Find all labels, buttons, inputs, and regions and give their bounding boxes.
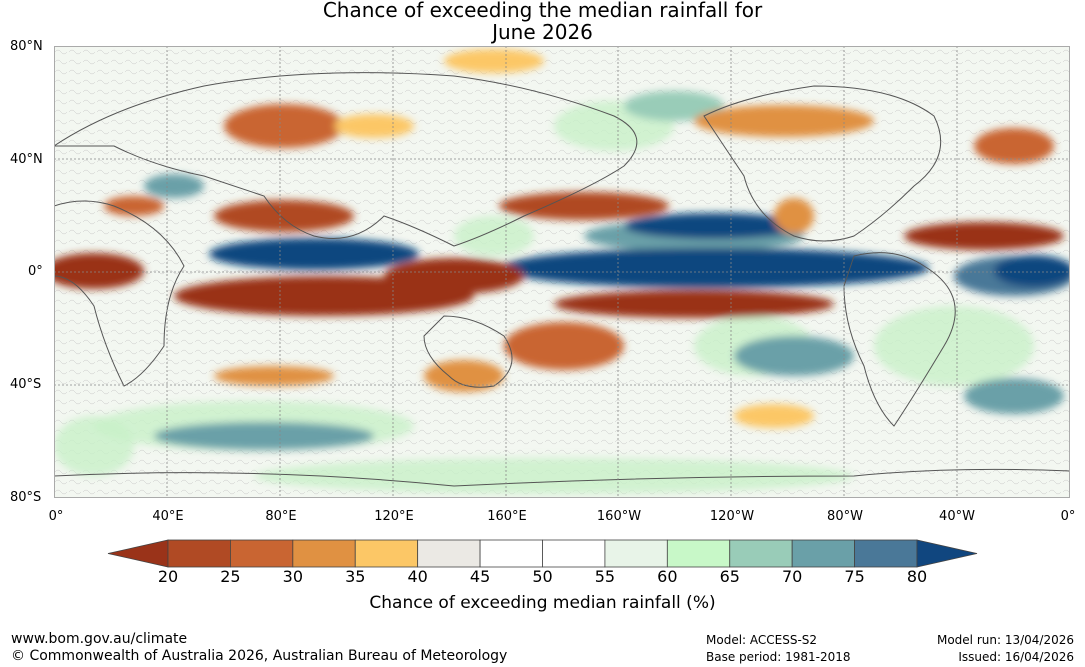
wet-band-indian-ocean xyxy=(209,238,419,270)
colorbar-tick-label: 25 xyxy=(220,567,241,586)
footer-model-run: Model run: 13/04/2026 xyxy=(936,633,1074,647)
lon-label-120e: 120°E xyxy=(374,509,414,524)
graticule xyxy=(54,46,1070,498)
lat-label-40s: 40°S xyxy=(10,377,42,392)
lon-label-80e: 80°E xyxy=(265,509,297,524)
colorbar-extend-low xyxy=(107,539,169,568)
orange-patch xyxy=(214,366,334,386)
colorbar-tick-label: 70 xyxy=(781,567,803,586)
colorbar-cell xyxy=(292,539,356,568)
colorbar-tick-label: 75 xyxy=(844,567,865,586)
colorbar-cell xyxy=(479,539,543,568)
colorbar-label: Chance of exceeding median rainfall (%) xyxy=(369,593,716,613)
colorbar-cell xyxy=(167,539,231,568)
coastline-eurasia xyxy=(54,72,638,247)
colorbar-tick-label: 80 xyxy=(906,567,928,586)
colorbar-tick-label: 50 xyxy=(532,567,553,586)
lon-label-160w: 160°W xyxy=(596,509,642,524)
wet-band-north-pacific xyxy=(624,213,804,239)
lon-label-0-east: 0° xyxy=(1060,509,1076,524)
colorbar-tick-label: 45 xyxy=(469,567,491,586)
colorbar-cell xyxy=(854,539,918,568)
colorbar-extend-high xyxy=(916,539,978,568)
yellow-patch xyxy=(444,49,544,73)
footer-website: www.bom.gov.au/climate xyxy=(11,631,188,647)
yellow-patch xyxy=(734,404,814,428)
teal-patch xyxy=(154,422,374,450)
dry-band-north-pacific xyxy=(499,192,669,220)
green-patch xyxy=(54,416,134,476)
coastline-australia xyxy=(423,315,513,388)
green-patch xyxy=(454,216,534,256)
lat-label-80n: 80°N xyxy=(10,39,43,54)
colorbar-cell xyxy=(729,539,793,568)
teal-patch xyxy=(964,378,1064,414)
coastlines xyxy=(54,72,1070,487)
colorbar-cell xyxy=(791,539,855,568)
orange-patch xyxy=(774,198,814,234)
map-border xyxy=(54,46,1070,498)
orange-patch xyxy=(104,196,164,216)
teal-patch xyxy=(144,174,204,198)
dry-band-caribbean xyxy=(904,222,1064,250)
colorbar-cell xyxy=(354,539,419,568)
teal-patch xyxy=(734,336,854,376)
colorbar-tick-label: 35 xyxy=(345,567,366,586)
lat-label-40n: 40°N xyxy=(10,152,43,167)
orange-patch xyxy=(504,322,624,370)
dry-band-africa xyxy=(54,253,144,289)
lat-label-equator: 0° xyxy=(28,264,43,279)
footer-copyright: © Commonwealth of Australia 2026, Austra… xyxy=(11,648,508,664)
map-title-line-2: June 2026 xyxy=(492,20,593,44)
colorbar-cell xyxy=(604,539,668,568)
coastline-antarctica xyxy=(54,468,1070,487)
teal-patch xyxy=(624,91,724,121)
colorbar-cell xyxy=(542,539,606,568)
lon-label-40e: 40°E xyxy=(152,509,184,524)
footer-base-period: Base period: 1981-2018 xyxy=(706,650,851,664)
orange-patch xyxy=(694,105,874,137)
lon-label-80w: 80°W xyxy=(827,509,863,524)
wet-band-pacific xyxy=(499,248,929,288)
coastline-africa xyxy=(54,200,185,387)
rainfall-map xyxy=(54,46,1070,498)
colorbar-tick-label: 60 xyxy=(657,567,678,586)
dry-band-maritime xyxy=(384,258,524,294)
green-patch xyxy=(874,306,1034,386)
yellow-patch xyxy=(334,114,414,138)
wet-band-atlantic xyxy=(994,255,1070,287)
map-title-line-1: Chance of exceeding the median rainfall … xyxy=(322,0,763,22)
lon-label-120w: 120°W xyxy=(709,509,755,524)
colorbar-cell xyxy=(666,539,731,568)
orange-patch xyxy=(974,128,1054,164)
orange-patch xyxy=(224,104,344,148)
lat-label-80s: 80°S xyxy=(10,490,42,505)
lon-label-0: 0° xyxy=(48,509,64,524)
colorbar-cell xyxy=(417,539,481,568)
orange-patch xyxy=(424,360,504,392)
green-patch xyxy=(254,458,854,494)
footer-issued: Issued: 16/04/2026 xyxy=(958,650,1074,664)
footer-model: Model: ACCESS-S2 xyxy=(706,633,818,647)
coastline-north-america xyxy=(703,85,942,242)
colorbar-tick-label: 40 xyxy=(407,567,428,586)
anomaly-fields xyxy=(54,49,1070,494)
colorbar-cell xyxy=(230,539,294,568)
coastline-south-america xyxy=(843,252,956,427)
lon-label-160e: 160°E xyxy=(487,509,527,524)
colorbar-tick-label: 30 xyxy=(282,567,304,586)
colorbar-tick-label: 65 xyxy=(719,567,740,586)
lon-label-40w: 40°W xyxy=(939,509,975,524)
colorbar-tick-label: 55 xyxy=(594,567,616,586)
colorbar-tick-label: 20 xyxy=(157,567,179,586)
colorbar xyxy=(107,539,978,568)
dry-band-arabia xyxy=(214,200,354,232)
dry-band-south-pacific xyxy=(554,290,834,318)
